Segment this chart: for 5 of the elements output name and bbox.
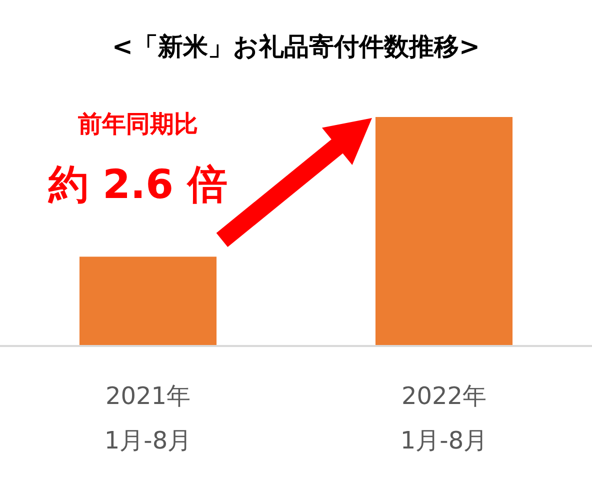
chart-title: <「新米」お礼品寄付件数推移> (112, 32, 480, 61)
annotation: 前年同期比 (77, 110, 198, 138)
x-tick-label: 2021年 1月-8月 (104, 382, 192, 454)
x-tick-label: 2022年 1月-8月 (400, 382, 488, 454)
annotation: 約 2.6 倍 (48, 162, 228, 208)
